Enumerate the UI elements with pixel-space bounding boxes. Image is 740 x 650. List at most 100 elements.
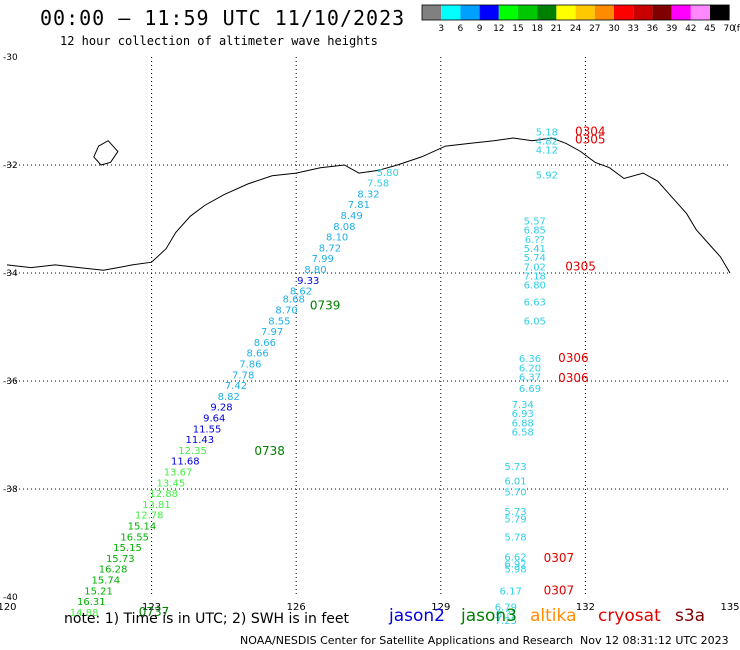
wave-height-value: 13.81 [142, 500, 171, 511]
colorbar-label: 27 [589, 24, 600, 34]
wave-height-value: 5.73 [504, 462, 526, 473]
wave-height-value: 11.68 [171, 457, 200, 468]
wave-height-value: 9.28 [210, 403, 232, 414]
colorbar-unit: (ft) [733, 24, 740, 34]
wave-height-value: 12.78 [135, 511, 164, 522]
pass-time-label: 0738 [254, 444, 285, 458]
wave-height-value: 6.88 [512, 418, 534, 429]
wave-height-value: 5.18 [536, 127, 558, 138]
wave-height-value: 7.99 [312, 254, 334, 265]
wave-height-value: 8.55 [268, 316, 290, 327]
wave-height-value: 15.73 [106, 554, 135, 565]
colorbar-label: 42 [685, 24, 696, 34]
lon-tick-label: 123 [142, 602, 161, 613]
colorbar-label: 70 [723, 24, 735, 34]
wave-height-value: 7.42 [225, 381, 247, 392]
lat-tick-label: -30 [3, 53, 18, 63]
colorbar-swatch [633, 5, 653, 20]
wave-height-value: 7.25 [495, 616, 517, 627]
colorbar-label: 12 [493, 24, 504, 34]
wave-height-value: 5.92 [536, 171, 558, 182]
wave-height-value: 13.67 [164, 468, 193, 479]
wave-height-value: 9.64 [203, 414, 225, 425]
wave-height-value: 5.70 [504, 487, 526, 498]
colorbar-label: 24 [570, 24, 582, 34]
wave-height-value: 5.80 [377, 168, 399, 179]
wave-height-value: 11.55 [193, 424, 222, 435]
wave-height-value: 5.57 [524, 216, 546, 227]
wave-height-value: 8.62 [290, 287, 312, 298]
wave-height-value: 6.58 [512, 428, 534, 439]
pass-time-label: 0306 [558, 351, 589, 365]
wave-height-value: 6.69 [519, 384, 541, 395]
pass-time-label: 0305 [575, 132, 606, 146]
wave-height-value: 15.74 [91, 576, 120, 587]
colorbar-swatch [537, 5, 557, 20]
colorbar-label: 9 [477, 24, 483, 34]
colorbar-label: 21 [551, 24, 562, 34]
wave-height-value: 7.86 [239, 360, 261, 371]
generation-timestamp: Nov 12 08:31:12 UTC 2023 [580, 634, 729, 647]
legend-cryosat: cryosat [598, 606, 661, 626]
wave-height-value: 6.63 [524, 297, 546, 308]
colorbar-swatch [422, 5, 442, 20]
wave-height-value: 8.66 [247, 349, 269, 360]
wave-height-value: 16.31 [77, 597, 106, 608]
wave-height-value: 7.18 [524, 271, 546, 282]
colorbar-frame [421, 4, 730, 21]
wave-height-value: 8.10 [326, 233, 348, 244]
wave-height-value: 5.41 [524, 244, 546, 255]
wave-height-value: 16.28 [99, 565, 128, 576]
wave-height-value: 15.21 [84, 586, 113, 597]
wave-height-value: 8.66 [254, 338, 276, 349]
wave-height-value: 8.82 [218, 392, 240, 403]
wave-height-value: 6.?? [525, 235, 545, 246]
wave-height-value: 12.35 [178, 446, 207, 457]
colorbar-swatch [575, 5, 595, 20]
pass-time-label: 0307 [544, 583, 575, 597]
legend-jason2: jason2 [389, 606, 445, 626]
wave-height-value: 4.12 [536, 146, 558, 157]
lon-tick-label: 120 [0, 602, 17, 613]
footer-note: note: 1) Time is in UTC; 2) SWH is in fe… [64, 611, 350, 627]
wave-height-value: 15.15 [113, 543, 142, 554]
wave-height-value: 5.73 [504, 507, 526, 518]
colorbar-swatch [441, 5, 461, 20]
wave-height-value: 6.36 [519, 354, 541, 365]
lat-tick-label: -40 [3, 593, 18, 603]
wave-height-value: 8.32 [357, 189, 379, 200]
colorbar-swatch [690, 5, 710, 20]
colorbar-swatch [652, 5, 672, 20]
colorbar-swatch [671, 5, 691, 20]
legend-altika: altika [530, 606, 577, 626]
wave-height-value: 8.80 [304, 265, 326, 276]
wave-height-value: 11.43 [185, 435, 214, 446]
wave-height-value: 6.17 [500, 586, 522, 597]
lat-tick-label: -32 [3, 161, 18, 171]
pass-time-label: 0306 [558, 371, 589, 385]
wave-height-value: 7.34 [512, 400, 534, 411]
wave-height-value: 8.08 [333, 222, 355, 233]
colorbar-label: 18 [531, 24, 543, 34]
legend-s3a: s3a [675, 606, 706, 626]
colorbar-label: 30 [608, 24, 620, 34]
wave-height-value: 6.93 [512, 409, 534, 420]
wave-height-value: 7.78 [232, 370, 254, 381]
colorbar-swatch [460, 5, 480, 20]
lon-tick-label: 135 [720, 602, 739, 613]
wave-height-value: 8.68 [283, 295, 305, 306]
wave-height-value: 6.80 [524, 281, 546, 292]
wave-height-value: 7.81 [348, 200, 370, 211]
colorbar-swatch [518, 5, 538, 20]
wave-height-value: 9.33 [297, 276, 319, 287]
wave-height-value: 5.78 [504, 532, 526, 543]
wave-height-value: 5.74 [524, 253, 546, 264]
wave-height-value: 5.79 [504, 514, 526, 525]
pass-time-label: 0739 [310, 299, 341, 313]
lon-tick-label: 129 [431, 602, 450, 613]
colorbar-label: 6 [458, 24, 464, 34]
pass-time-label: 0737 [139, 605, 170, 619]
colorbar-swatch [479, 5, 499, 20]
wave-height-value: 8.49 [340, 211, 362, 222]
colorbar-label: 39 [666, 24, 678, 34]
